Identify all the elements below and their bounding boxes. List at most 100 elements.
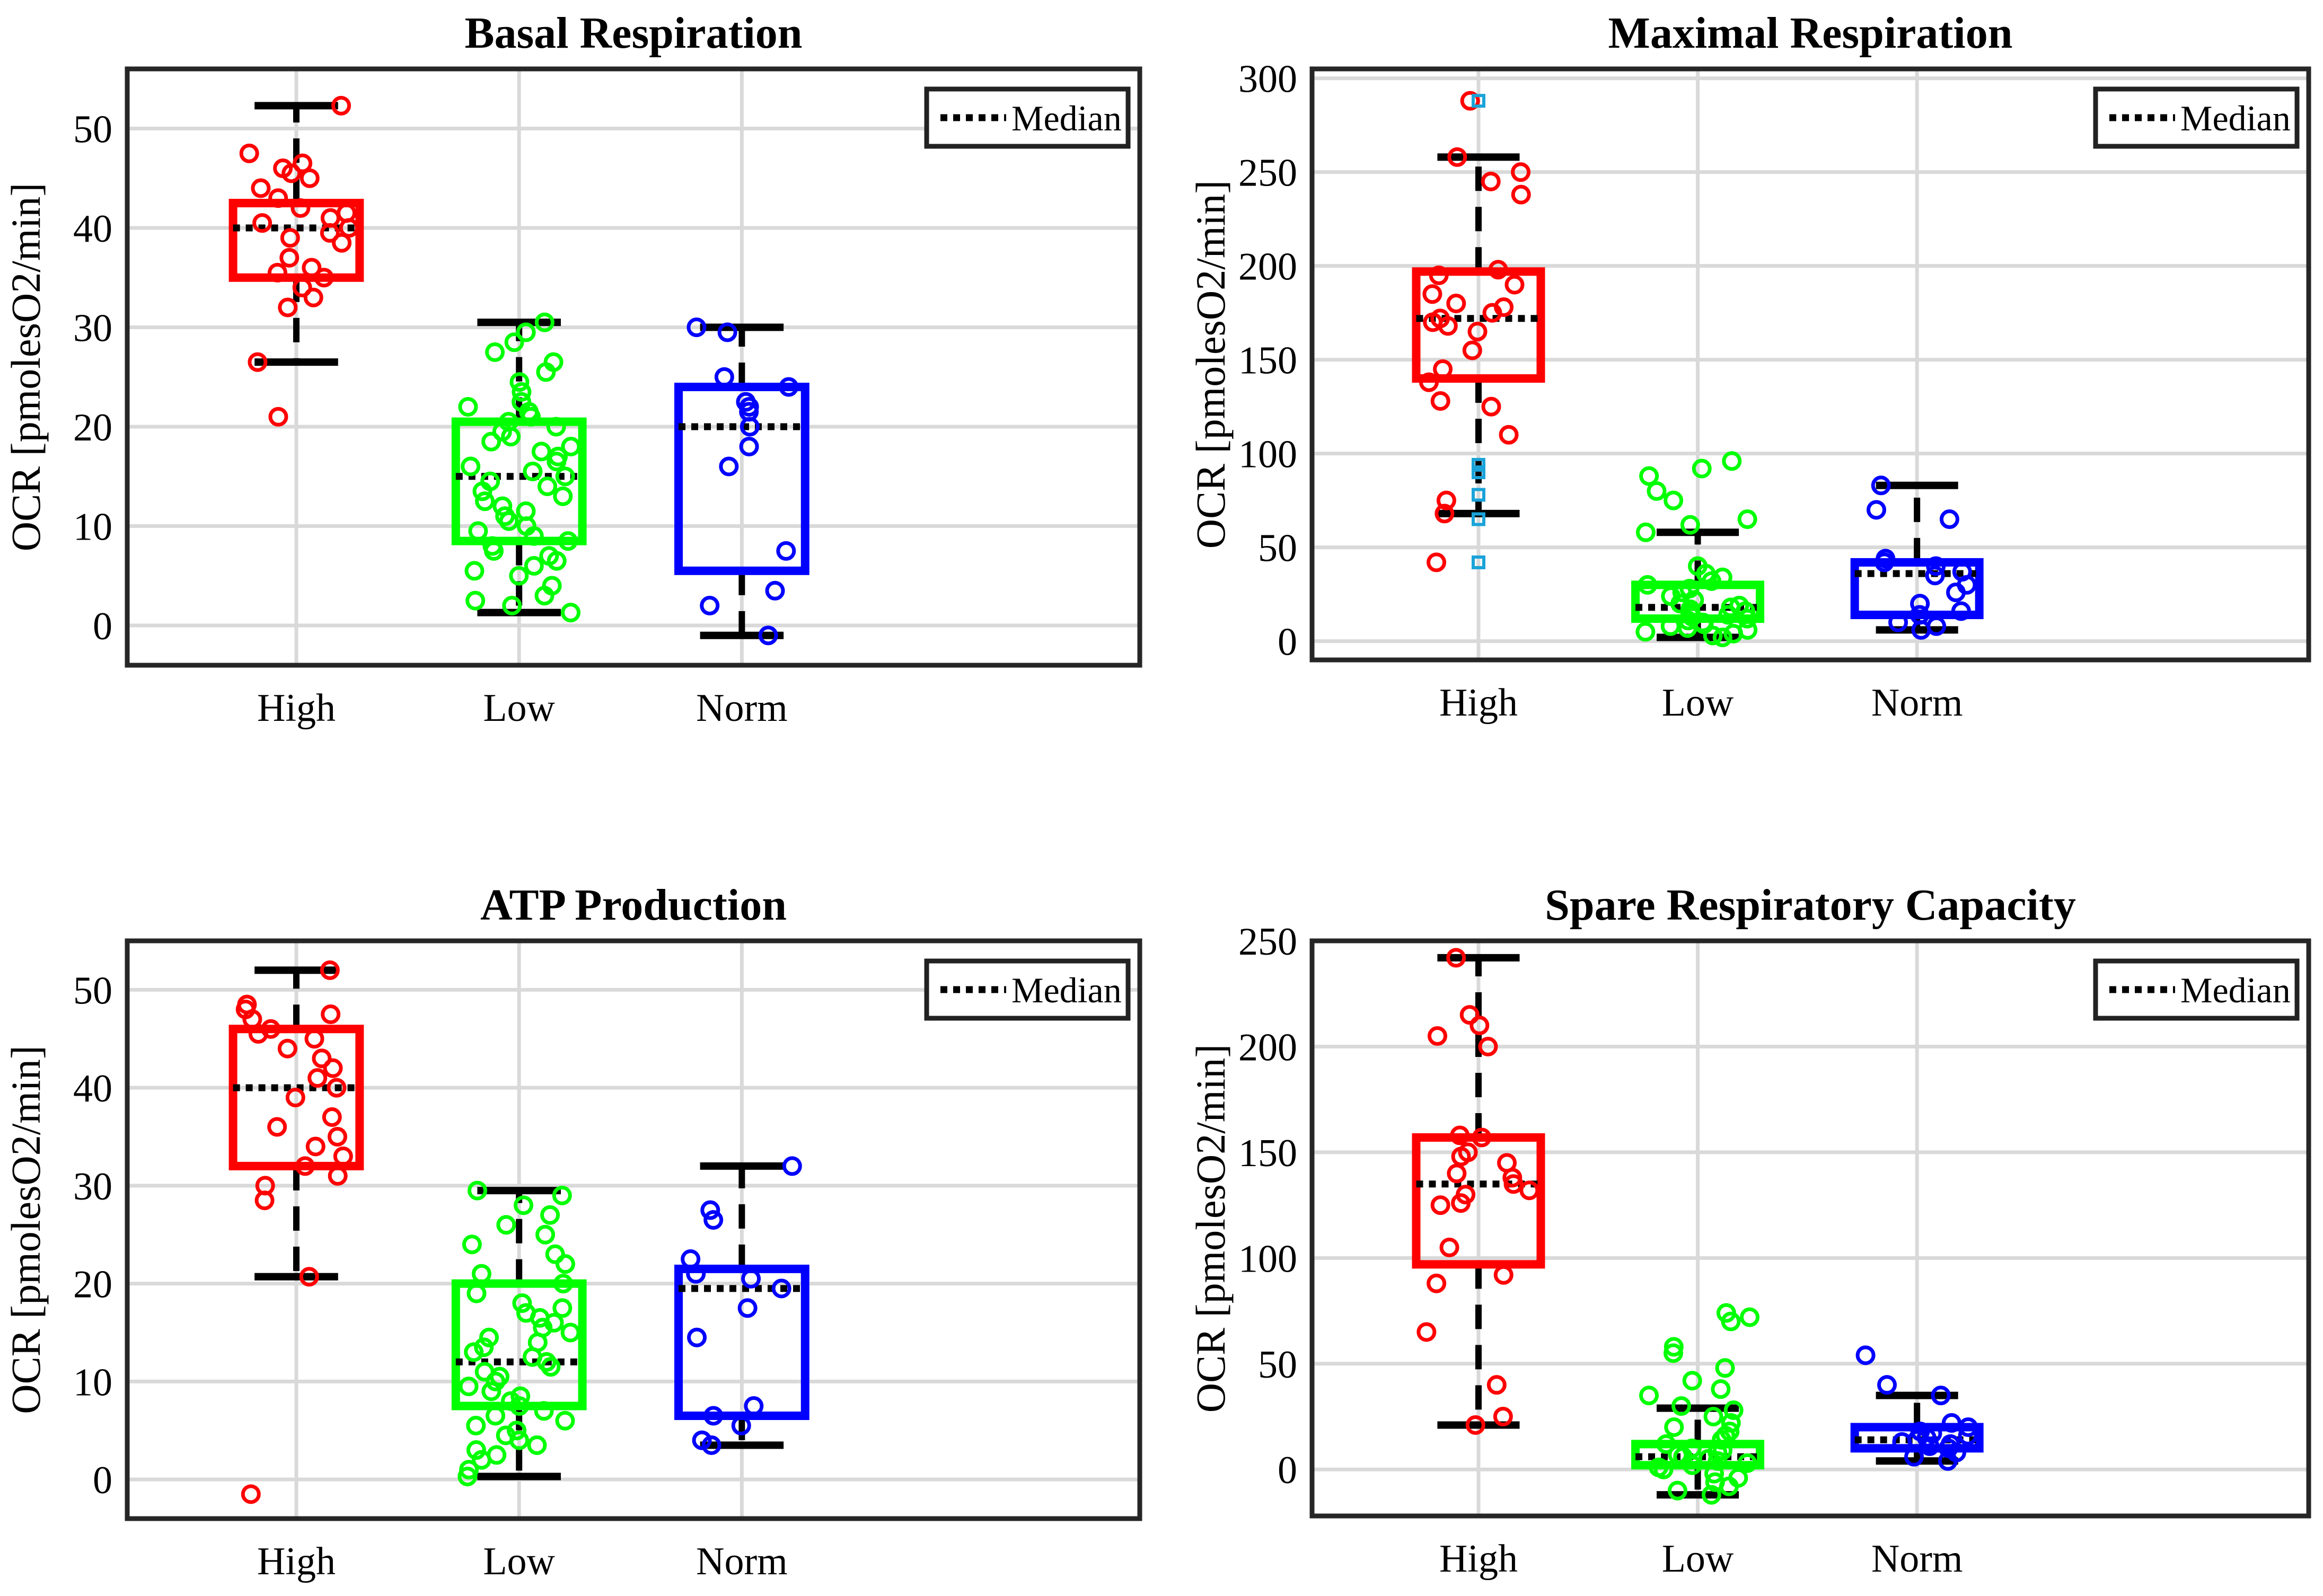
data-point — [277, 1038, 297, 1059]
data-point — [481, 1381, 501, 1401]
data-point — [280, 228, 300, 248]
y-tick-label: 200 — [1238, 245, 1297, 289]
data-point — [1910, 594, 1930, 614]
data-point — [486, 1371, 506, 1391]
chart-title: Basal Respiration — [464, 8, 802, 58]
x-tick-label: Low — [1662, 681, 1734, 725]
data-point — [292, 278, 312, 297]
data-point — [1467, 322, 1488, 342]
chart-title: Spare Respiratory Capacity — [1545, 880, 2076, 930]
data-point — [534, 312, 555, 332]
data-point — [1875, 552, 1895, 572]
data-point — [1737, 609, 1757, 629]
y-tick-label: 150 — [1238, 1132, 1297, 1175]
data-point — [295, 1156, 315, 1176]
box-group-low — [451, 312, 587, 623]
data-point — [464, 561, 485, 581]
data-point — [1958, 1417, 1978, 1437]
data-point — [496, 1215, 516, 1235]
box-iqr — [1412, 267, 1545, 383]
data-point — [458, 397, 478, 417]
box-iqr — [1412, 1133, 1545, 1269]
data-point — [1737, 509, 1757, 530]
y-tick-label: 0 — [93, 1459, 112, 1502]
data-point — [323, 1058, 343, 1078]
data-point — [1888, 612, 1908, 632]
legend-box — [924, 86, 1131, 149]
data-point — [741, 1268, 761, 1289]
data-point — [523, 461, 543, 481]
data-point — [1718, 605, 1738, 625]
legend-box — [2093, 958, 2300, 1021]
data-point — [239, 143, 259, 163]
data-point — [509, 1430, 529, 1450]
data-point — [293, 153, 313, 173]
data-point — [1427, 1026, 1447, 1046]
box-iqr — [451, 417, 587, 545]
data-point — [465, 590, 486, 611]
y-axis-label: OCR [pmolesO2/min] — [1187, 180, 1234, 549]
data-point — [509, 372, 530, 392]
data-point — [1939, 509, 1959, 530]
data-point — [534, 586, 555, 606]
data-point — [1958, 1425, 1978, 1445]
box-iqr — [1850, 558, 1984, 620]
y-tick-label: 50 — [1258, 1343, 1297, 1387]
x-tick-label: Norm — [696, 686, 788, 730]
data-point — [252, 213, 272, 233]
data-point — [1639, 466, 1659, 486]
data-point — [1653, 1459, 1674, 1479]
data-point — [1450, 1125, 1470, 1145]
data-point — [1472, 1127, 1492, 1148]
data-point — [307, 1068, 328, 1088]
data-point — [545, 1244, 565, 1264]
data-point — [513, 1195, 533, 1215]
legend-label: Median — [2180, 98, 2291, 138]
box-group-low — [451, 1180, 587, 1487]
data-point — [541, 1357, 561, 1377]
box-group-high — [228, 960, 364, 1504]
data-point — [717, 322, 737, 342]
data-point — [509, 566, 529, 586]
data-point — [304, 1029, 324, 1049]
data-point — [782, 1156, 802, 1176]
data-point — [1926, 556, 1946, 576]
data-point — [553, 1274, 573, 1294]
data-point — [461, 456, 481, 477]
data-point — [486, 1406, 506, 1426]
data-point — [467, 1283, 487, 1303]
data-point — [1493, 1265, 1514, 1285]
data-point — [700, 596, 720, 615]
data-point — [1433, 359, 1453, 379]
data-point — [268, 407, 288, 427]
legend-box — [2093, 86, 2300, 149]
box-group-norm — [674, 318, 809, 646]
y-tick-label: 100 — [1238, 1237, 1297, 1281]
legend: Median — [2093, 86, 2300, 149]
data-point — [1470, 1016, 1490, 1036]
data-point — [1931, 1386, 1951, 1406]
data-point — [1481, 171, 1501, 191]
data-point — [507, 1421, 527, 1441]
box-group-high — [1412, 91, 1545, 572]
data-point — [512, 382, 532, 402]
legend: Median — [924, 958, 1131, 1021]
data-point — [1486, 1375, 1507, 1395]
data-point — [1511, 184, 1531, 205]
data-point — [1680, 515, 1700, 535]
data-point — [1664, 1337, 1684, 1357]
data-point — [1481, 396, 1501, 417]
chart-panel-4: Spare Respiratory Capacity 0 50 100 150 200 25… — [1187, 880, 2311, 1581]
chart-panel-1: Basal Respiration 0 10 20 30 40 50 High Low Norm O… — [3, 8, 1142, 730]
data-point — [1701, 1485, 1721, 1505]
plot-frame — [1309, 66, 2311, 663]
data-point — [560, 603, 580, 623]
data-point — [278, 297, 298, 318]
chart-title: Maximal Respiration — [1608, 8, 2013, 58]
data-point — [1499, 425, 1519, 445]
data-point — [1946, 583, 1966, 603]
data-point — [468, 521, 488, 541]
data-point — [1704, 1463, 1724, 1484]
data-point — [555, 1254, 575, 1274]
data-point — [331, 95, 351, 116]
